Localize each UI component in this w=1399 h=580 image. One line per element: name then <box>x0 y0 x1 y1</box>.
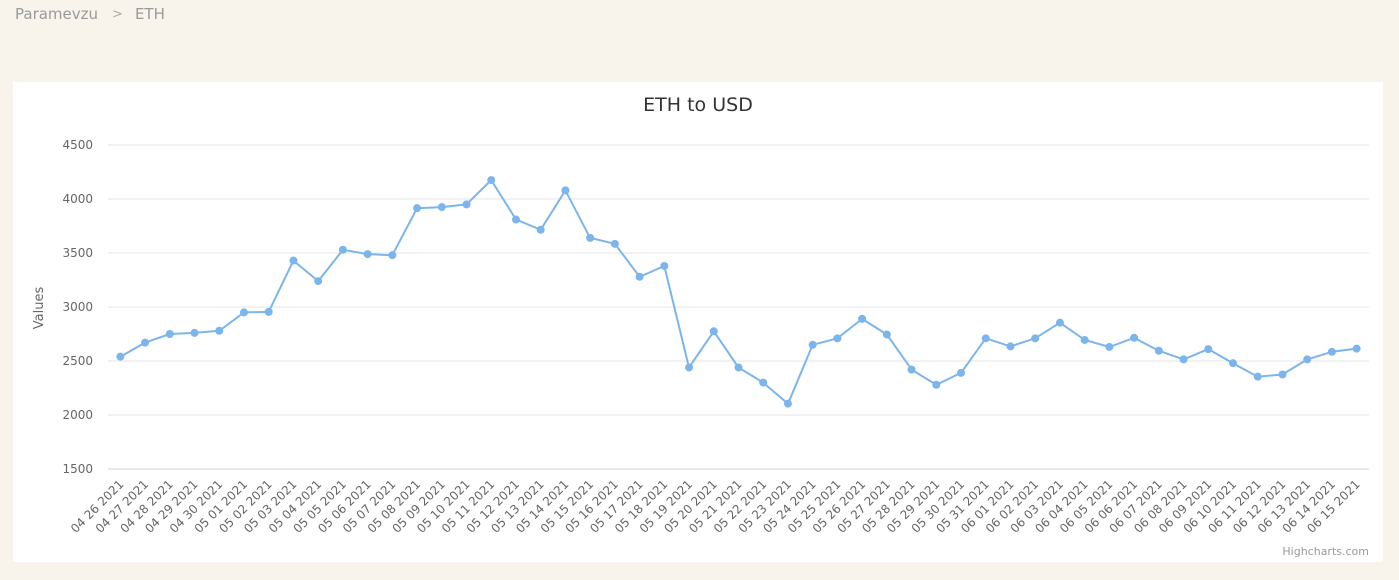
data-point <box>858 314 867 323</box>
data-point <box>734 363 743 372</box>
data-point <box>141 338 150 347</box>
breadcrumb-home-link[interactable]: Paramevzu <box>15 5 99 23</box>
data-point <box>561 186 570 195</box>
breadcrumb-separator: > <box>112 6 123 22</box>
data-point <box>907 365 916 374</box>
y-tick-label: 2000 <box>62 408 93 422</box>
data-point <box>709 327 718 336</box>
series-eth-usd <box>116 176 1361 408</box>
data-point <box>685 363 694 372</box>
data-point <box>413 204 422 213</box>
chart-card: ETH to USD Values 1500 2000 2500 3000 3500 40… <box>13 82 1383 562</box>
data-point <box>1179 355 1188 364</box>
data-point <box>289 256 298 265</box>
data-point <box>314 277 323 286</box>
data-point <box>1303 355 1312 364</box>
data-point <box>487 176 496 185</box>
data-point <box>116 352 125 361</box>
y-tick-label: 2500 <box>62 354 93 368</box>
data-point <box>437 203 446 212</box>
data-point <box>190 328 199 337</box>
data-point <box>536 225 545 234</box>
data-point <box>388 251 397 260</box>
data-point <box>759 378 768 387</box>
data-point <box>1130 333 1139 342</box>
line-chart: ETH to USD Values 1500 2000 2500 3000 3500 40… <box>32 94 1369 558</box>
data-point <box>1006 342 1015 351</box>
chart-title: ETH to USD <box>643 94 753 116</box>
data-point <box>215 326 224 335</box>
data-point <box>1253 372 1262 381</box>
data-point <box>1055 318 1064 327</box>
y-tick-label: 3000 <box>62 300 93 314</box>
breadcrumb-current: ETH <box>134 5 165 23</box>
data-point <box>1352 344 1361 353</box>
y-tick-label: 3500 <box>62 246 93 260</box>
y-axis-ticks: 1500 2000 2500 3000 3500 4000 4500 <box>62 138 93 476</box>
data-point <box>1229 359 1238 368</box>
data-point <box>882 330 891 339</box>
data-point <box>1154 346 1163 355</box>
data-point <box>338 245 347 254</box>
data-point <box>264 307 273 316</box>
data-point <box>1327 347 1336 356</box>
data-point <box>1204 345 1213 354</box>
data-point <box>165 330 174 338</box>
data-point <box>957 368 966 377</box>
data-point <box>808 340 817 349</box>
data-point <box>833 334 842 343</box>
data-point <box>239 308 248 317</box>
data-point <box>1105 342 1114 351</box>
y-tick-label: 4500 <box>62 138 93 152</box>
data-point <box>660 261 669 270</box>
data-point <box>511 215 520 224</box>
data-point <box>586 233 595 242</box>
y-tick-label: 4000 <box>62 192 93 206</box>
y-axis-label: Values <box>32 287 47 330</box>
data-point <box>1031 334 1040 343</box>
data-point <box>981 334 990 343</box>
breadcrumb: Paramevzu > ETH <box>15 5 165 23</box>
data-point <box>610 239 619 248</box>
data-point <box>1080 335 1089 344</box>
data-point <box>783 399 792 408</box>
data-point <box>635 272 644 281</box>
data-point <box>462 200 471 209</box>
highcharts-credits[interactable]: Highcharts.com <box>1282 545 1369 558</box>
data-point <box>1278 370 1287 379</box>
grid-lines <box>108 144 1369 470</box>
y-tick-label: 1500 <box>62 462 93 476</box>
data-point <box>932 380 941 389</box>
data-point <box>363 250 372 259</box>
